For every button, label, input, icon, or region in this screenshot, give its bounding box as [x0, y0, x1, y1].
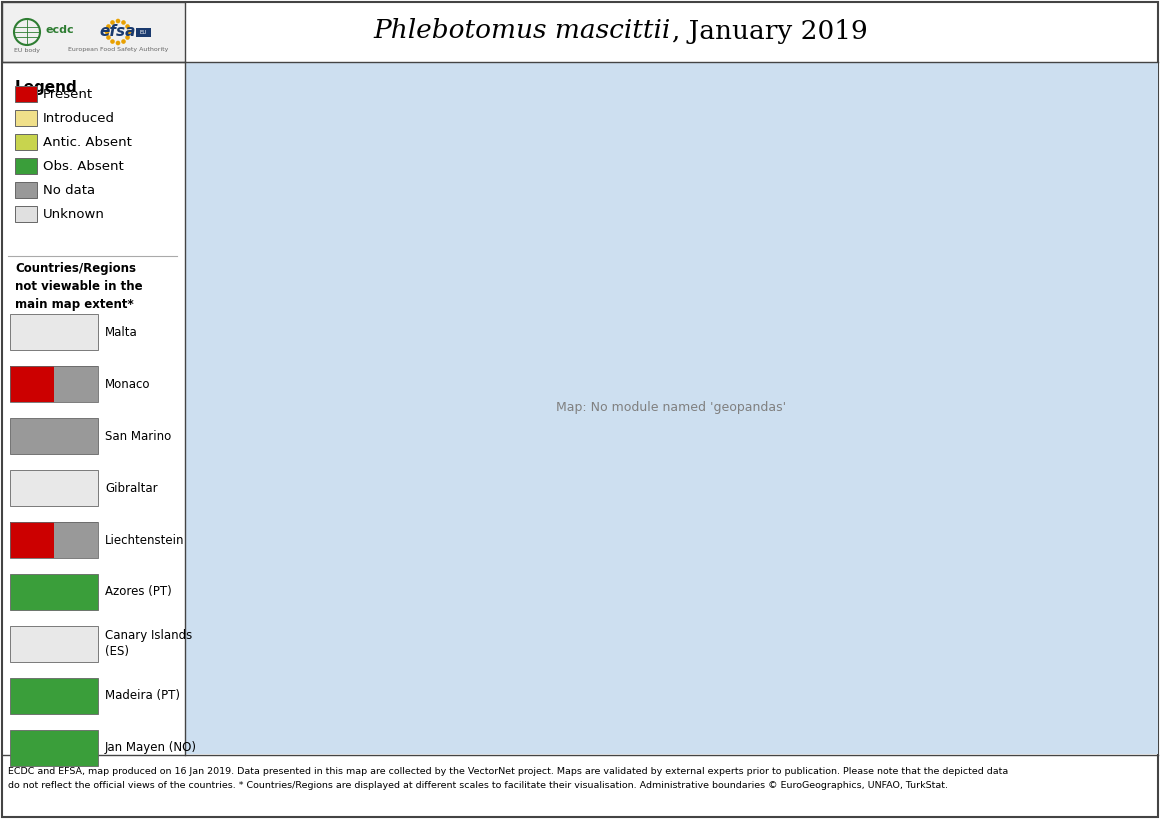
Circle shape	[106, 30, 109, 34]
Text: Antic. Absent: Antic. Absent	[43, 135, 132, 148]
Circle shape	[111, 40, 114, 43]
Circle shape	[111, 20, 114, 24]
Text: Phlebotomus mascittii: Phlebotomus mascittii	[374, 19, 670, 43]
Text: Countries/Regions
not viewable in the
main map extent*: Countries/Regions not viewable in the ma…	[15, 262, 143, 311]
Text: Obs. Absent: Obs. Absent	[43, 160, 124, 173]
Circle shape	[126, 25, 129, 28]
Bar	[10, 730, 97, 766]
Text: Azores (PT): Azores (PT)	[106, 586, 172, 599]
Circle shape	[122, 20, 125, 24]
Bar	[10, 522, 55, 558]
Bar	[136, 28, 151, 37]
Bar	[15, 86, 37, 102]
Text: Unknown: Unknown	[43, 207, 104, 220]
Bar	[15, 158, 37, 174]
Text: Present: Present	[43, 88, 93, 101]
Text: Liechtenstein: Liechtenstein	[106, 533, 184, 546]
Bar	[15, 110, 37, 126]
Circle shape	[126, 36, 129, 39]
Bar	[10, 470, 97, 506]
Bar	[10, 678, 97, 714]
Bar	[15, 134, 37, 150]
Text: efsa: efsa	[100, 25, 136, 39]
Bar	[2, 2, 184, 62]
Text: Madeira (PT): Madeira (PT)	[106, 690, 180, 703]
Bar	[10, 366, 97, 402]
Bar	[10, 522, 97, 558]
Text: Jan Mayen (NO): Jan Mayen (NO)	[106, 741, 197, 754]
Bar	[15, 182, 37, 198]
Circle shape	[116, 20, 119, 23]
Bar	[10, 626, 97, 662]
Text: Canary Islands
(ES): Canary Islands (ES)	[106, 630, 193, 658]
Bar	[55, 522, 97, 558]
Bar	[10, 574, 97, 610]
Text: Introduced: Introduced	[43, 111, 115, 124]
Circle shape	[107, 25, 110, 28]
Text: ECDC and EFSA, map produced on 16 Jan 2019. Data presented in this map are colle: ECDC and EFSA, map produced on 16 Jan 20…	[8, 767, 1008, 776]
Bar	[10, 418, 97, 454]
Text: EU: EU	[140, 30, 147, 35]
Text: Gibraltar: Gibraltar	[106, 482, 158, 495]
Bar	[55, 366, 97, 402]
Bar	[10, 366, 55, 402]
Bar	[10, 314, 97, 350]
Text: Malta: Malta	[106, 325, 138, 338]
Text: ecdc: ecdc	[45, 25, 73, 35]
Text: Legend: Legend	[15, 80, 78, 95]
Circle shape	[116, 42, 119, 44]
Text: No data: No data	[43, 183, 95, 197]
Text: do not reflect the official views of the countries. * Countries/Regions are disp: do not reflect the official views of the…	[8, 781, 948, 790]
Text: Map: No module named 'geopandas': Map: No module named 'geopandas'	[557, 401, 786, 414]
Text: EU body: EU body	[14, 48, 39, 53]
Bar	[184, 62, 1158, 754]
Circle shape	[122, 40, 125, 43]
Bar	[15, 206, 37, 222]
Circle shape	[107, 36, 110, 39]
Text: Monaco: Monaco	[106, 378, 151, 391]
Text: San Marino: San Marino	[106, 429, 172, 442]
Circle shape	[128, 30, 131, 34]
Text: European Food Safety Authority: European Food Safety Authority	[67, 47, 168, 52]
Text: , January 2019: , January 2019	[673, 19, 868, 43]
